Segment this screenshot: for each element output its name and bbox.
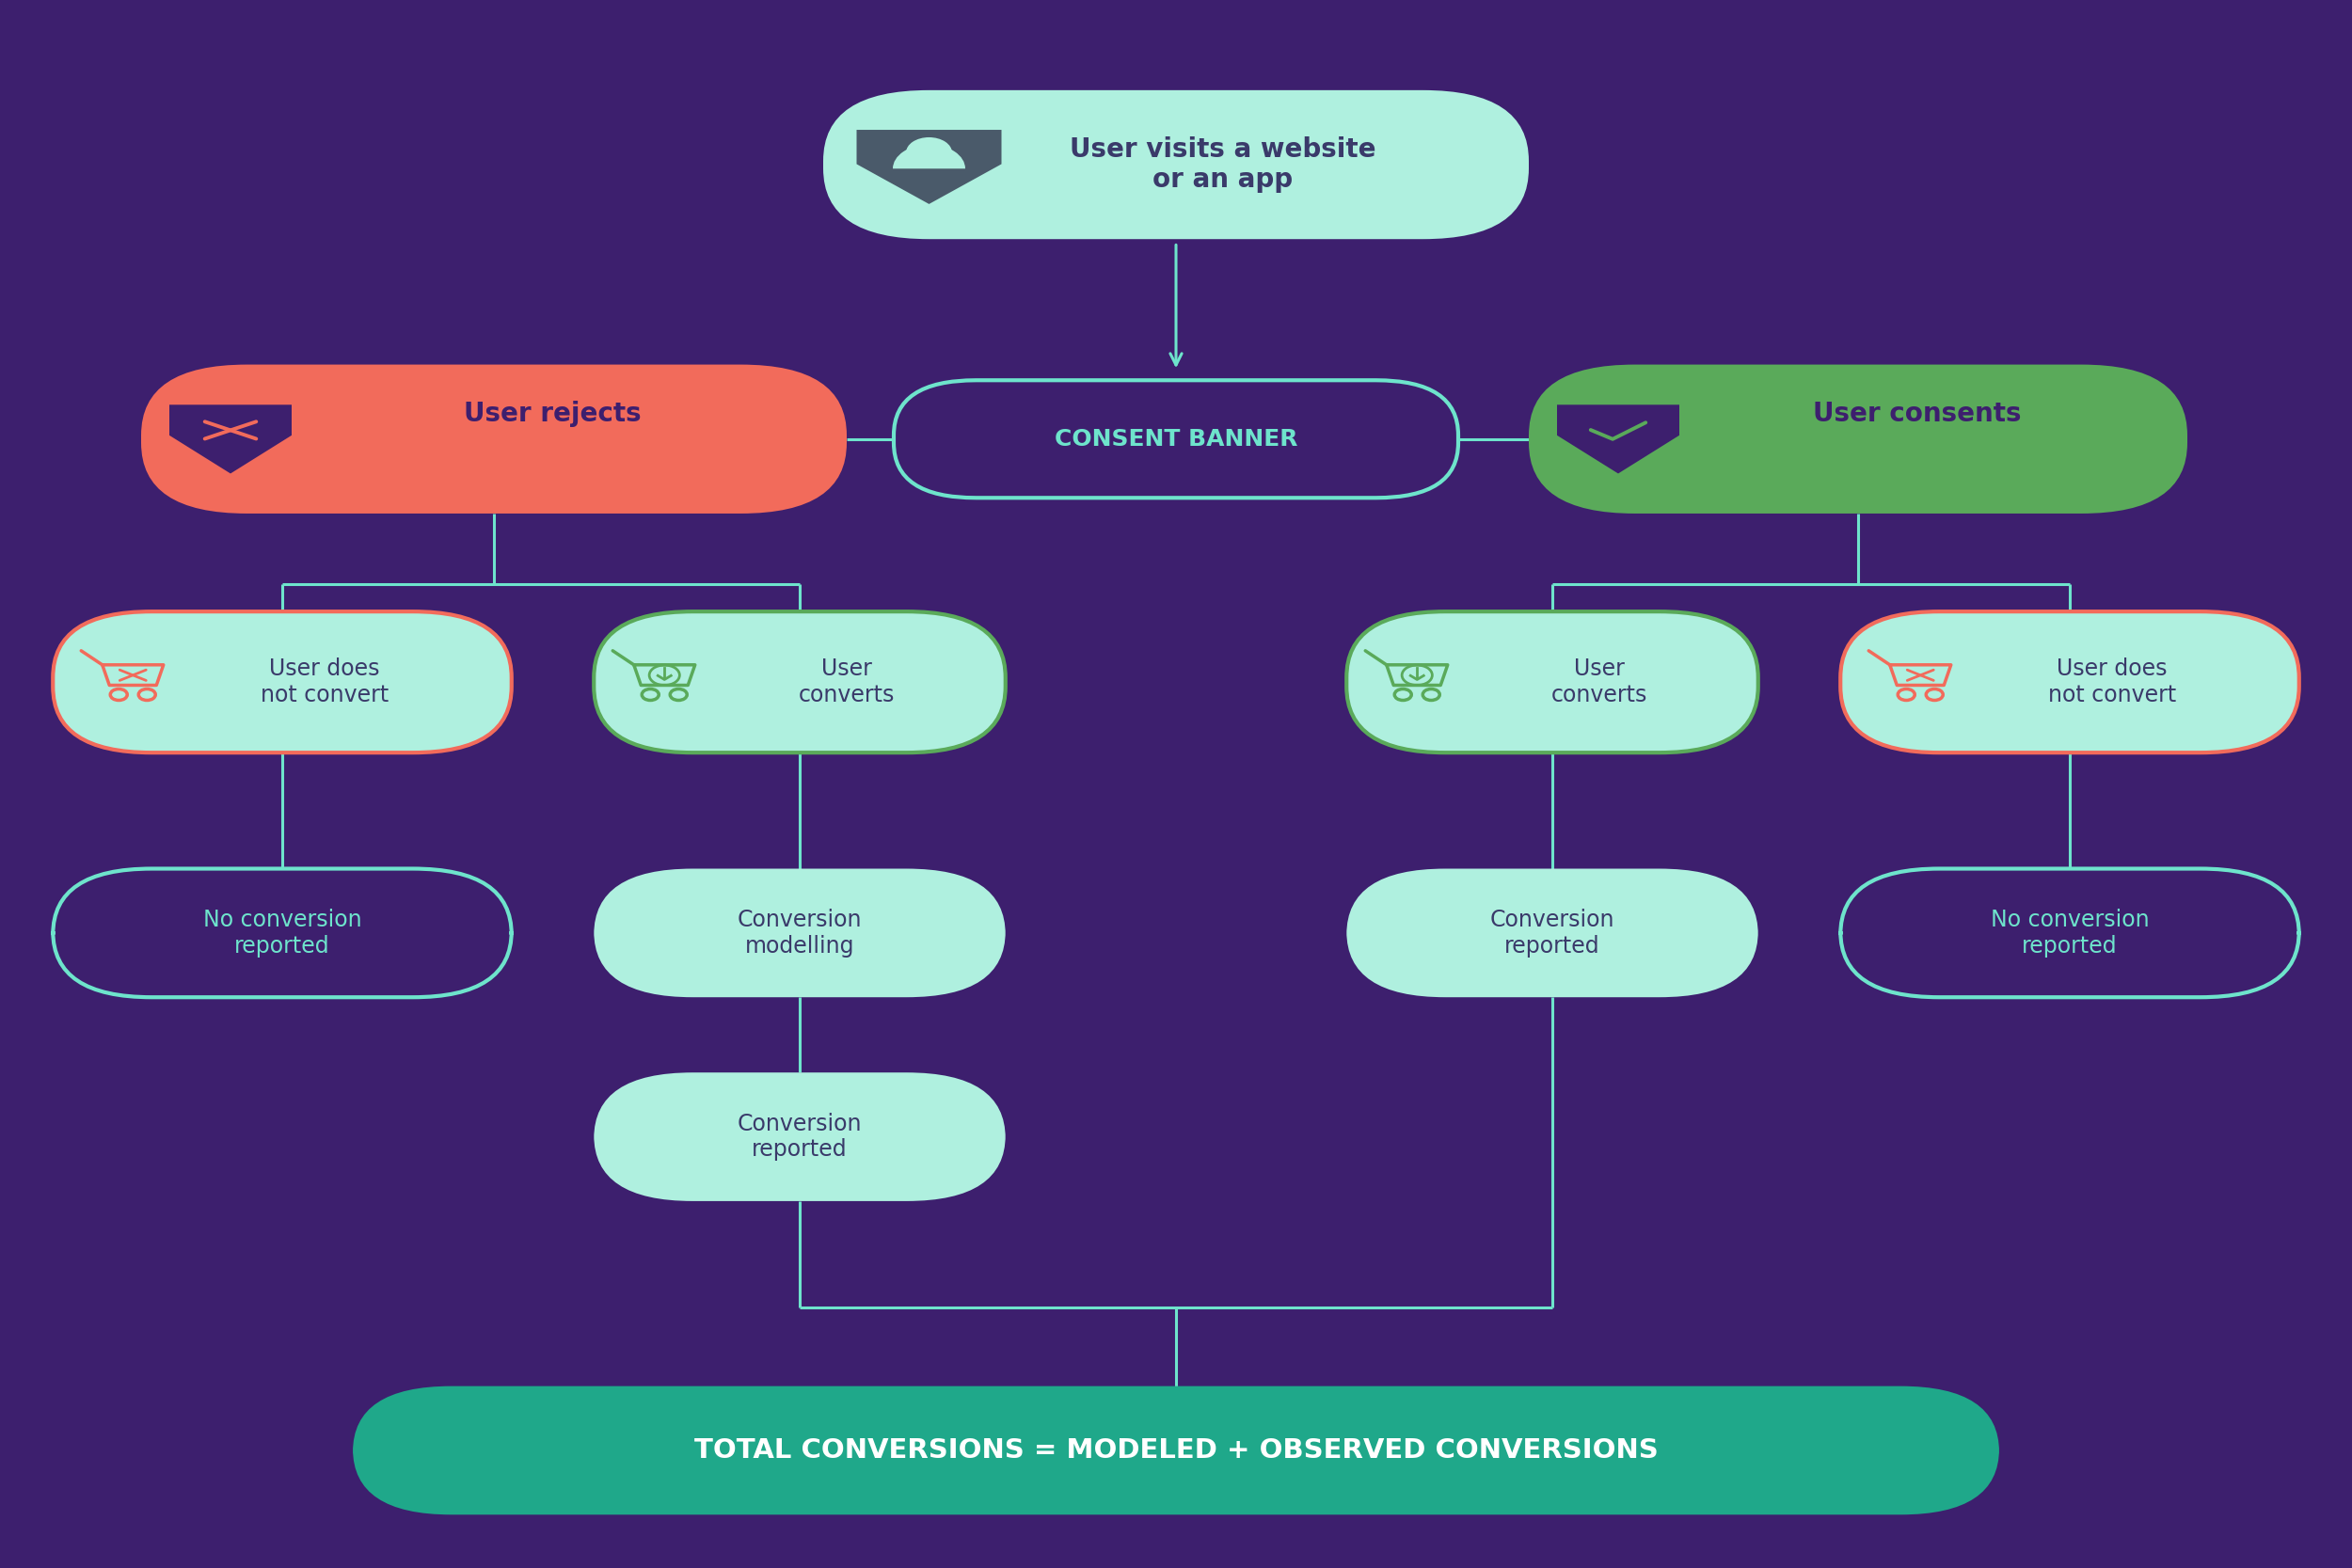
Text: Google tags load: Google tags load	[1835, 458, 1999, 477]
FancyBboxPatch shape	[823, 89, 1529, 238]
Text: User
converts: User converts	[800, 657, 894, 707]
Wedge shape	[894, 144, 964, 169]
FancyBboxPatch shape	[595, 1073, 1007, 1201]
FancyBboxPatch shape	[353, 1386, 1999, 1515]
Text: No conversion
reported: No conversion reported	[202, 908, 362, 958]
Polygon shape	[856, 130, 1002, 204]
Text: TOTAL CONVERSIONS = MODELED + OBSERVED CONVERSIONS: TOTAL CONVERSIONS = MODELED + OBSERVED C…	[694, 1438, 1658, 1463]
Text: Conversion
reported: Conversion reported	[1491, 908, 1613, 958]
FancyBboxPatch shape	[141, 365, 847, 514]
Text: CONSENT BANNER: CONSENT BANNER	[1054, 428, 1298, 450]
FancyBboxPatch shape	[1842, 869, 2300, 997]
Polygon shape	[1557, 405, 1679, 474]
Text: User
converts: User converts	[1552, 657, 1646, 707]
FancyBboxPatch shape	[1842, 612, 2300, 753]
FancyBboxPatch shape	[1529, 365, 2187, 514]
FancyBboxPatch shape	[894, 381, 1458, 497]
FancyBboxPatch shape	[1345, 869, 1759, 997]
Text: User does
not convert: User does not convert	[261, 657, 388, 707]
Text: User does
not convert: User does not convert	[2049, 657, 2176, 707]
Text: Conversion
modelling: Conversion modelling	[739, 908, 863, 958]
FancyBboxPatch shape	[1345, 612, 1759, 753]
Text: No conversion
reported: No conversion reported	[1990, 908, 2150, 958]
Polygon shape	[169, 405, 292, 474]
FancyBboxPatch shape	[52, 869, 513, 997]
Text: User consents: User consents	[1813, 401, 2020, 426]
Text: Conversion
reported: Conversion reported	[739, 1112, 863, 1162]
FancyBboxPatch shape	[595, 612, 1007, 753]
Text: User rejects: User rejects	[463, 401, 642, 426]
Text: Google tags do not load: Google tags do not load	[435, 458, 670, 477]
FancyBboxPatch shape	[595, 869, 1007, 997]
FancyBboxPatch shape	[52, 612, 513, 753]
Circle shape	[906, 138, 953, 168]
Text: User visits a website
or an app: User visits a website or an app	[1070, 136, 1376, 193]
